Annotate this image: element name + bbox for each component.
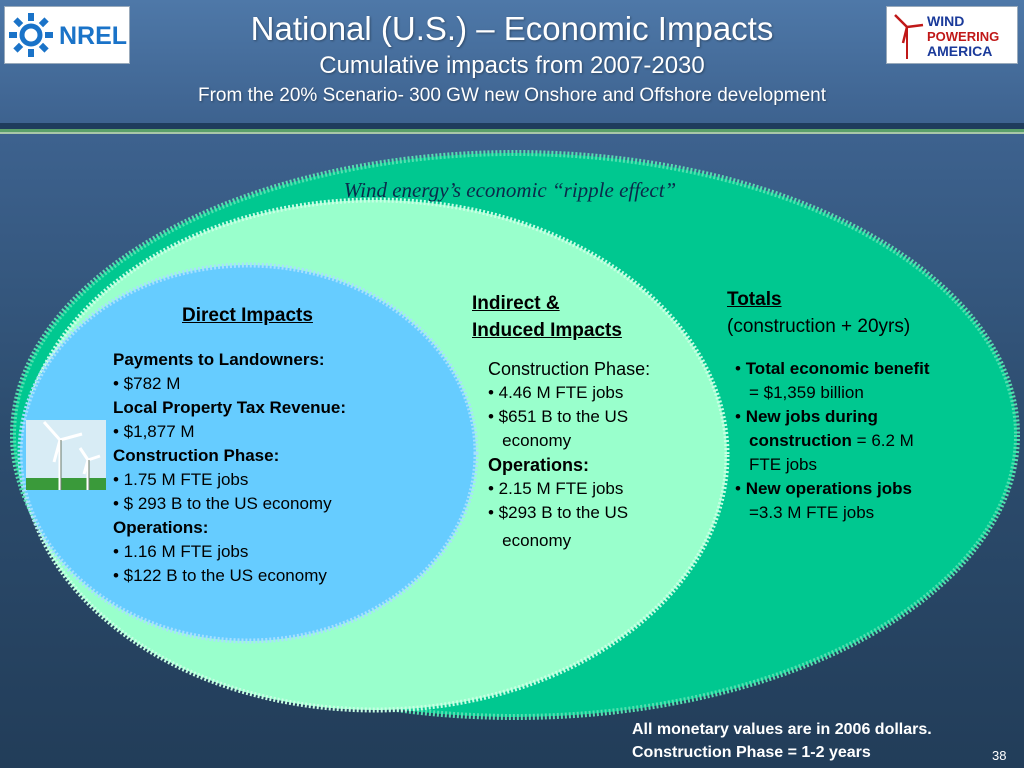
direct-line: • 1.16 M FTE jobs [113,542,249,561]
totals-item: • New jobs during [735,405,985,429]
direct-line: • 1.75 M FTE jobs [113,470,249,489]
indirect-line: • 4.46 M FTE jobs [488,383,624,402]
totals-item-bold: New operations jobs [745,479,912,498]
direct-line: • $782 M [113,374,181,393]
totals-subheading: (construction + 20yrs) [727,316,911,337]
totals-item-value: construction = 6.2 M [749,431,914,450]
nrel-logo-text: NREL [59,22,127,50]
totals-item-value: =3.3 M FTE jobs [749,503,875,522]
turbine-icon [894,14,924,59]
indirect-line: Operations: [488,455,590,475]
direct-line: • $ 293 B to the US economy [113,494,332,513]
header-rule-light [0,132,1024,134]
indirect-heading-line-1: Indirect & [472,293,560,314]
totals-list: • Total economic benefit = $1,359 billio… [735,357,985,525]
indirect-line: economy [488,531,572,550]
footer-note-construction: Construction Phase = 1-2 years [632,744,871,761]
indirect-line: • $293 B to the US [488,503,629,522]
indirect-line: • $651 B to the US [488,407,629,426]
totals-heading: Totals [727,289,782,310]
slide-header: NREL National (U.S.) – Economic Impacts … [0,0,1024,122]
direct-impacts-list: Payments to Landowners: • $782 M Local P… [113,348,346,588]
footer-note-dollars: All monetary values are in 2006 dollars. [632,721,932,738]
direct-line: • $122 B to the US economy [113,566,327,585]
totals-item: • New operations jobs [735,477,985,501]
indirect-impacts-heading: Indirect & Induced Impacts [472,290,622,344]
slide-title: National (U.S.) – Economic Impacts [250,10,774,47]
indirect-line: • 2.15 M FTE jobs [488,479,624,498]
direct-line: Construction Phase: [113,446,280,465]
indirect-line: economy [488,431,572,450]
totals-item-value: FTE jobs [749,455,818,474]
nrel-logo: NREL [4,6,130,64]
totals-item-bold: New jobs during [745,407,878,426]
indirect-heading-line-2: Induced Impacts [472,320,622,341]
indirect-impacts-list: Construction Phase: • 4.46 M FTE jobs • … [488,357,650,553]
page-number: 38 [992,748,1007,763]
inner-ellipse-direct [17,262,479,644]
direct-line: • $1,877 M [113,422,195,441]
totals-item: • Total economic benefit [735,357,985,381]
totals-item-value: = $1,359 billion [749,383,864,402]
footer-notes: All monetary values are in 2006 dollars.… [632,718,932,764]
slide-subtitle: Cumulative impacts from 2007-2030 [319,52,705,79]
nrel-sun-icon: NREL [9,13,127,57]
direct-line: Payments to Landowners: [113,350,325,369]
wind-powering-america-logo: WIND POWERING AMERICA [886,6,1018,64]
wpa-line-2: POWERING [927,29,999,44]
bullet: • [735,407,746,426]
direct-line: Local Property Tax Revenue: [113,398,347,417]
direct-line: Operations: [113,518,209,537]
totals-item-bold: Total economic benefit [745,359,930,378]
ripple-effect-caption: Wind energy’s economic “ripple effect” [343,178,677,202]
direct-impacts-heading: Direct Impacts [182,305,313,326]
bullet: • [735,359,746,378]
bullet: • [735,479,746,498]
header-rule-green [0,129,1024,132]
wind-turbines-icon [26,420,106,490]
header-rule-dark [0,123,1024,129]
wpa-line-3: AMERICA [927,43,992,59]
wpa-line-1: WIND [927,13,964,29]
indirect-line: Construction Phase: [488,359,651,379]
scenario-caption: From the 20% Scenario- 300 GW new Onshor… [197,85,827,106]
